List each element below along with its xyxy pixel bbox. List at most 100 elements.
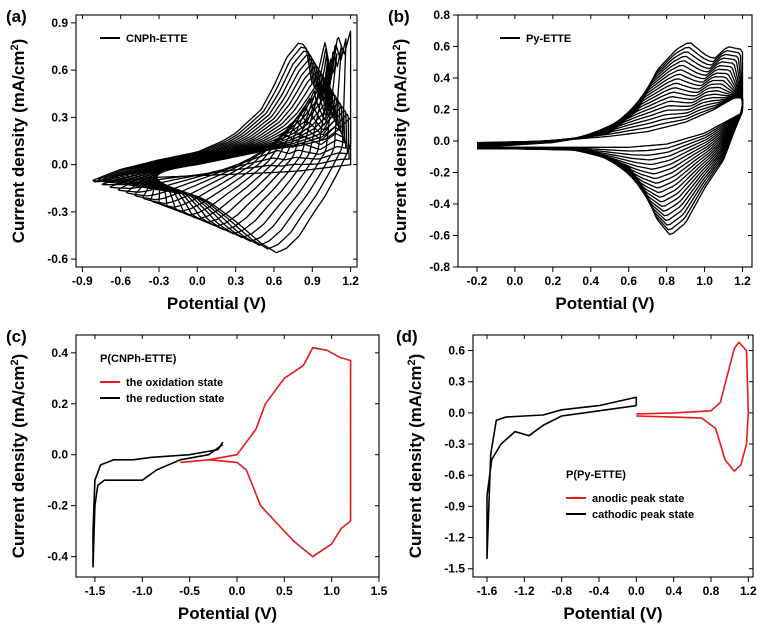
x-tick-label: 0.5 (276, 584, 293, 598)
x-tick-label: 0.6 (266, 274, 283, 288)
y-axis-label: Current density (mA/cm2) (9, 354, 28, 559)
x-tick-label: 0.2 (544, 274, 561, 288)
x-tick-label: 1.5 (371, 584, 388, 598)
x-tick-label: 0.6 (620, 274, 637, 288)
x-tick-label: 0.8 (658, 274, 675, 288)
panel-label: (d) (396, 327, 418, 346)
y-axis-label: Current density (mA/cm2) (391, 39, 410, 244)
y-tick-label: 0.3 (51, 110, 68, 124)
x-tick-label: -0.4 (589, 584, 610, 598)
plot-area (92, 346, 352, 568)
panel-label: (b) (388, 7, 410, 26)
plot-area (486, 341, 750, 560)
x-tick-label: 1.0 (696, 274, 713, 288)
x-tick-label: -1.6 (477, 584, 498, 598)
y-tick-label: -0.3 (444, 437, 465, 451)
x-tick-label: -0.9 (72, 274, 93, 288)
cv-cycle-line (97, 38, 347, 250)
x-tick-label: 0.8 (703, 584, 720, 598)
cv-cycle-line (117, 105, 347, 193)
x-tick-label: -0.6 (110, 274, 131, 288)
y-tick-label: 0.8 (433, 8, 450, 22)
chart-panel-0: (a) -0.9 -0.6 -0.3 0.0 0.3 0.6 0.9 1.2 -0.6 -0.3 0.… (6, 7, 359, 313)
y-tick-label: 0.2 (51, 397, 68, 411)
cv-cycle-line (103, 45, 343, 246)
x-axis-label: Potential (V) (555, 294, 654, 313)
x-tick-label: 0.3 (227, 274, 244, 288)
y-tick-label: 0.0 (51, 158, 68, 172)
chart-panel-1: (b) -0.2 0.0 0.2 0.4 0.6 0.8 1.0 1.2 -0.8 -0.6 -0.4… (388, 7, 753, 313)
x-tick-label: -1.2 (514, 584, 535, 598)
series-line (486, 396, 638, 560)
legend-label: the reduction state (126, 393, 224, 405)
y-tick-label: 0.9 (51, 16, 68, 30)
y-tick-label: -0.3 (47, 205, 68, 219)
y-tick-label: 0.0 (448, 406, 465, 420)
cv-cycle-line (108, 52, 338, 242)
y-tick-label: 0.6 (433, 40, 450, 54)
y-tick-label: 0.6 (448, 344, 465, 358)
x-tick-label: -0.5 (179, 584, 200, 598)
y-axis-label: Current density (mA/cm2) (9, 39, 28, 244)
y-tick-label: -1.2 (444, 531, 465, 545)
cv-cycle-line (476, 96, 744, 148)
x-tick-label: 0.0 (507, 274, 524, 288)
legend-label: CNPh-ETTE (126, 33, 188, 45)
y-tick-label: 0.4 (51, 346, 68, 360)
y-tick-label: 0.0 (51, 448, 68, 462)
x-tick-label: 0.0 (229, 584, 246, 598)
series-line (636, 341, 750, 472)
cv-cycle-line (150, 89, 341, 208)
chart-panel-2: (c) -1.5 -1.0 -0.5 0.0 0.5 1.0 1.5 -0.4 -0.2 0.0 0.… (6, 327, 388, 623)
y-tick-label: -0.9 (444, 499, 465, 513)
y-tick-label: -0.4 (47, 550, 68, 564)
x-tick-label: -0.3 (149, 274, 170, 288)
x-tick-label: -1.5 (85, 584, 106, 598)
panel-label: (a) (6, 7, 27, 26)
series-line (180, 346, 352, 558)
x-tick-label: 0.0 (189, 274, 206, 288)
series-line (92, 441, 224, 568)
y-tick-label: -0.2 (429, 166, 450, 180)
plot-frame (75, 334, 380, 578)
legend-label: cathodic peak state (592, 509, 694, 521)
x-axis-label: Potential (V) (563, 604, 662, 623)
cv-cycle-line (152, 85, 339, 212)
x-axis-label: Potential (V) (167, 294, 266, 313)
plot-area (92, 30, 352, 254)
x-tick-label: 1.2 (740, 584, 757, 598)
panel-label: (c) (6, 327, 27, 346)
x-tick-label: 0.4 (665, 584, 682, 598)
x-tick-label: 0.4 (582, 274, 599, 288)
y-tick-label: -0.6 (47, 252, 68, 266)
x-tick-label: -1.0 (132, 584, 153, 598)
cv-cycle-line (141, 78, 336, 220)
x-tick-label: -0.8 (551, 584, 572, 598)
cv-cycle-line (476, 86, 744, 184)
chart-panel-3: (d) -1.6 -1.2 -0.8 -0.4 0.0 0.4 0.8 1.2 -1.5 -1.2 -… (396, 327, 757, 623)
plot-frame (472, 334, 754, 578)
y-tick-label: -0.8 (429, 260, 450, 274)
plot-frame (75, 14, 358, 268)
cv-cycle-line (136, 74, 335, 224)
x-tick-label: -0.2 (467, 274, 488, 288)
x-tick-label: 1.0 (323, 584, 340, 598)
y-tick-label: 0.6 (51, 63, 68, 77)
y-tick-label: -1.5 (444, 562, 465, 576)
y-tick-label: 0.3 (448, 375, 465, 389)
legend-label: Py-ETTE (526, 33, 571, 45)
legend-label: anodic peak state (592, 493, 684, 505)
x-tick-label: 1.2 (342, 274, 359, 288)
x-tick-label: 1.2 (734, 274, 751, 288)
y-tick-label: -0.6 (429, 229, 450, 243)
y-tick-label: 0.2 (433, 103, 450, 117)
legend-label: the oxidation state (126, 377, 223, 389)
chart-title: P(Py-ETTE) (566, 469, 626, 481)
y-tick-label: 0.4 (433, 71, 450, 85)
y-axis-label: Current density (mA/cm2) (406, 354, 425, 559)
plot-area (476, 42, 744, 236)
y-tick-label: -0.6 (444, 468, 465, 482)
cv-cycle-line (92, 30, 352, 254)
x-axis-label: Potential (V) (178, 604, 277, 623)
